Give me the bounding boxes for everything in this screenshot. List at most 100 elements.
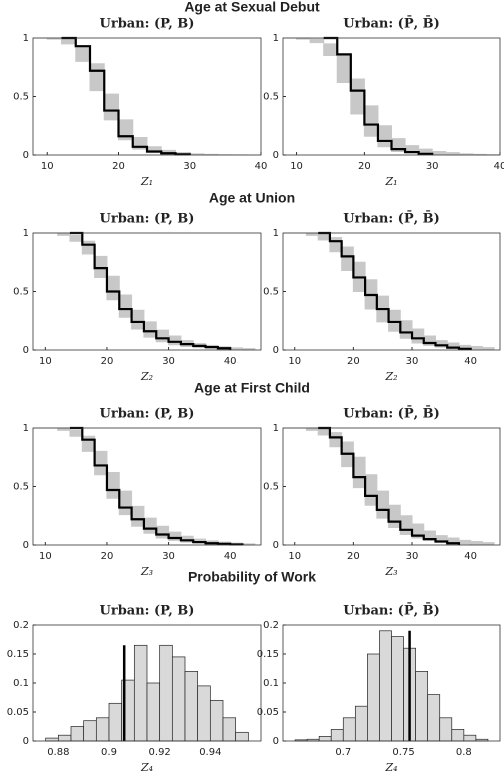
panel-title: Urban: (P̄, B̄) — [343, 14, 440, 31]
axes-box — [282, 427, 501, 546]
y-tick-label: 0 — [273, 150, 279, 161]
panel-title: Urban: (P, B) — [100, 17, 195, 32]
x-axis-label: Z₄ — [140, 761, 153, 774]
x-tick-label: 40 — [224, 356, 237, 367]
envelope-band — [283, 37, 501, 156]
x-axis-label: Z₃ — [384, 565, 397, 578]
x-tick-label: 0.8 — [456, 747, 472, 758]
y-tick-label: 0.5 — [263, 287, 279, 298]
histogram-bar — [222, 717, 237, 742]
histogram-bar — [379, 630, 392, 742]
x-axis-label: Z₂ — [140, 370, 153, 383]
panel-title: Urban: (P̄, B̄) — [343, 404, 440, 421]
histogram-bar — [171, 656, 186, 742]
histogram-bar — [197, 685, 211, 742]
x-tick-label: 0.7 — [335, 747, 351, 758]
y-tick-label: 1 — [23, 228, 29, 239]
x-tick-label: 10 — [39, 551, 52, 562]
histogram-bar — [235, 731, 249, 742]
survival-line — [318, 231, 472, 350]
survival-line — [323, 36, 434, 155]
histogram-bar — [184, 671, 199, 742]
x-tick-label: 40 — [255, 161, 268, 172]
panel-title: Urban: (P̄, B̄) — [343, 601, 440, 618]
x-tick-label: 0.92 — [149, 747, 171, 758]
envelope-band — [283, 232, 495, 351]
axes-box — [32, 232, 262, 351]
survival-line — [69, 231, 232, 350]
x-tick-label: 40 — [224, 551, 237, 562]
histogram-bar — [70, 726, 85, 742]
y-tick-label: 0.2 — [13, 620, 29, 631]
section-title: Probability of Work — [188, 569, 316, 585]
x-tick-label: 10 — [41, 161, 54, 172]
histogram-bar — [354, 705, 368, 742]
x-tick-label: 40 — [464, 356, 477, 367]
x-axis-label: Z₄ — [384, 761, 397, 774]
y-tick-label: 0.1 — [263, 678, 279, 689]
histogram-bar — [133, 644, 148, 742]
envelope-band — [283, 427, 495, 546]
y-tick-label: 0.05 — [7, 707, 29, 718]
histogram-bar — [108, 702, 123, 742]
y-tick-label: 0 — [23, 736, 29, 747]
y-tick-label: 0.5 — [263, 92, 279, 103]
y-tick-label: 0 — [23, 345, 29, 356]
histogram-bar — [95, 717, 110, 742]
y-tick-label: 0.5 — [13, 92, 29, 103]
histogram-bar — [463, 734, 477, 742]
x-axis-label: Z₃ — [140, 565, 153, 578]
envelope-band — [33, 37, 261, 156]
y-tick-label: 0.5 — [13, 482, 29, 493]
x-tick-label: 30 — [162, 356, 175, 367]
histogram-bar — [45, 737, 59, 742]
x-tick-label: 30 — [426, 161, 439, 172]
x-tick-label: 20 — [347, 356, 360, 367]
y-tick-label: 0.5 — [13, 287, 29, 298]
x-tick-label: 20 — [112, 161, 125, 172]
histogram-bar — [318, 736, 332, 742]
y-tick-label: 0.2 — [263, 620, 279, 631]
axes-box — [32, 427, 262, 546]
x-tick-label: 30 — [183, 161, 196, 172]
y-tick-label: 0.05 — [257, 707, 279, 718]
x-tick-label: 30 — [406, 551, 419, 562]
histogram-bar — [451, 729, 465, 742]
x-tick-label: 20 — [347, 551, 360, 562]
panel-title: Urban: (P, B) — [100, 604, 195, 619]
y-tick-label: 1 — [273, 33, 279, 44]
y-tick-label: 0.1 — [13, 678, 29, 689]
x-axis-label: Z₂ — [384, 370, 397, 383]
y-tick-label: 1 — [23, 33, 29, 44]
histogram-bar — [146, 682, 161, 742]
x-tick-label: 0.88 — [47, 747, 69, 758]
x-tick-label: 0.9 — [101, 747, 117, 758]
x-tick-label: 10 — [288, 551, 301, 562]
x-tick-label: 20 — [358, 161, 371, 172]
panel-title: Urban: (P̄, B̄) — [343, 209, 440, 226]
x-tick-label: 40 — [494, 161, 504, 172]
y-tick-label: 0 — [273, 540, 279, 551]
x-tick-label: 10 — [290, 161, 303, 172]
histogram-bar — [415, 671, 429, 742]
y-tick-label: 1 — [273, 228, 279, 239]
axes-box — [282, 624, 501, 742]
y-tick-label: 0 — [23, 540, 29, 551]
x-tick-label: 10 — [288, 356, 301, 367]
x-tick-label: 0.94 — [199, 747, 221, 758]
histogram-bar — [159, 644, 173, 742]
panel-title: Urban: (P, B) — [100, 212, 195, 227]
axes-box — [32, 37, 262, 156]
x-tick-label: 40 — [464, 551, 477, 562]
histogram-bar — [57, 734, 72, 742]
y-tick-label: 0.15 — [257, 649, 279, 660]
y-tick-label: 0 — [23, 150, 29, 161]
survival-line — [69, 426, 244, 546]
histogram-bar — [330, 729, 344, 742]
y-tick-label: 0.5 — [263, 482, 279, 493]
y-tick-label: 1 — [23, 423, 29, 434]
histogram-bar — [427, 694, 441, 742]
y-tick-label: 0 — [273, 736, 279, 747]
y-tick-label: 1 — [273, 423, 279, 434]
